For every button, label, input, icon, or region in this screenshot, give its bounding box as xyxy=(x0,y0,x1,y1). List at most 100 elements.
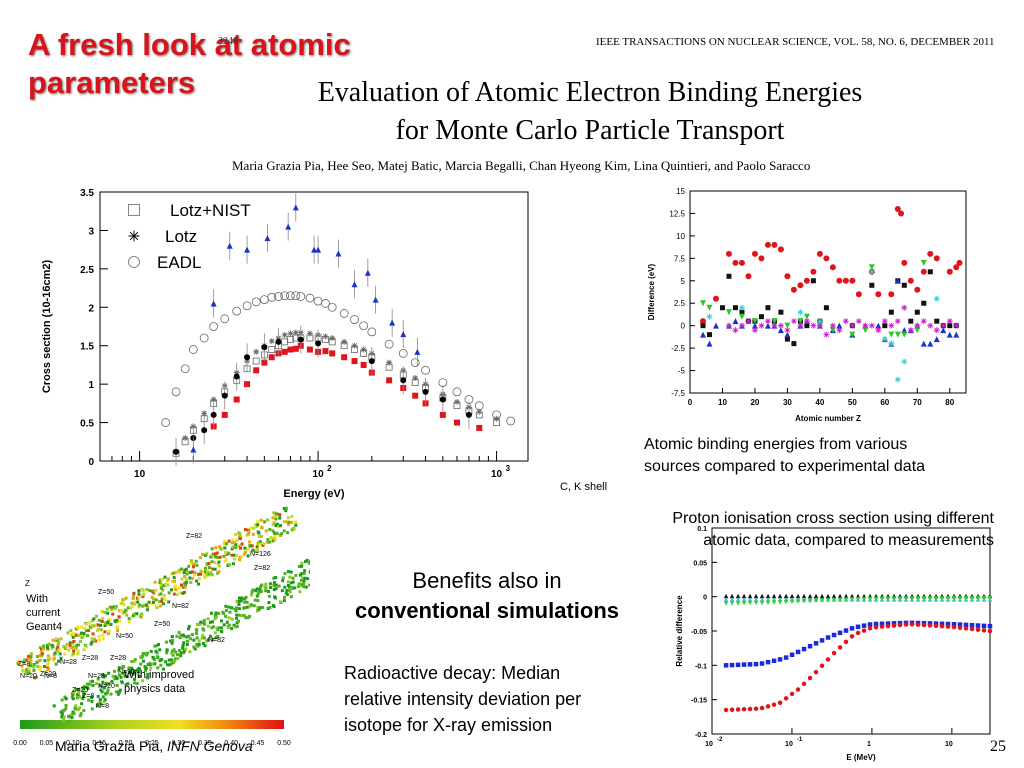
nuclide-cell xyxy=(151,589,155,593)
nuclide-cell xyxy=(300,578,304,582)
nuclide-cell xyxy=(164,582,168,586)
colorbar-tick-label: 0.00 xyxy=(13,740,27,747)
data-point xyxy=(452,387,462,397)
nuclide-cell xyxy=(173,571,177,575)
nuclide-cell xyxy=(137,589,141,593)
y-tick-label: 3.5 xyxy=(80,188,94,199)
nuclide-cell xyxy=(94,614,98,618)
data-point xyxy=(199,333,209,343)
nuclide-cell xyxy=(64,704,68,708)
nuclide-cell xyxy=(246,605,250,609)
data-point xyxy=(765,597,771,602)
nuclide-cell xyxy=(243,600,247,604)
nuclide-cell xyxy=(223,559,227,563)
radioactive-line1: Radioactive decay: Median xyxy=(344,663,561,683)
nuclide-cell xyxy=(238,558,242,562)
data-point xyxy=(836,327,843,334)
nuclide-cell xyxy=(68,719,72,723)
nuclide-cell xyxy=(151,655,155,659)
nuclide-cell xyxy=(220,630,224,634)
data-point xyxy=(898,210,905,217)
nuclide-cell xyxy=(224,614,228,618)
nuclide-cell xyxy=(283,595,287,599)
binding-caption: Atomic binding energies from various sou… xyxy=(644,434,925,478)
nuclide-cell xyxy=(171,653,175,657)
data-point xyxy=(180,364,190,374)
nuclide-cell xyxy=(260,583,264,587)
data-point xyxy=(875,327,882,334)
with-current-line2: current xyxy=(26,607,61,619)
data-point xyxy=(723,593,729,599)
nuclide-cell xyxy=(170,572,174,576)
nuclide-cell xyxy=(247,532,251,536)
nuclide-cell xyxy=(267,594,271,598)
data-point xyxy=(903,596,909,601)
data-point xyxy=(920,268,927,275)
nuclide-cell xyxy=(278,524,282,528)
nuclide-cell xyxy=(165,648,169,652)
nuclide-cell xyxy=(142,593,146,597)
nuclide-cell xyxy=(211,638,215,642)
nuclide-cell xyxy=(273,535,277,539)
data-point xyxy=(829,322,836,329)
nuclide-cell xyxy=(304,560,308,564)
nuclide-cell xyxy=(130,660,134,664)
nuclide-cell xyxy=(284,509,288,513)
benefits-line2: conventional simulations xyxy=(354,598,620,623)
nuclide-cell xyxy=(258,585,262,589)
data-point xyxy=(945,596,951,601)
colorbar-tick-label: 0.05 xyxy=(40,740,54,747)
nuclide-cell xyxy=(101,633,105,637)
proton-caption-line1: Proton ionisation cross section using di… xyxy=(672,510,994,527)
nuclide-cell xyxy=(80,635,84,639)
nuclide-cell xyxy=(146,676,150,680)
data-point xyxy=(251,297,261,307)
nuclide-cell xyxy=(72,649,76,653)
nuclide-cell xyxy=(60,709,64,713)
nuclide-cell xyxy=(124,596,128,600)
nuclide-cell xyxy=(183,574,187,578)
nuclide-cell xyxy=(105,683,109,687)
data-point xyxy=(226,242,233,249)
nuclide-cell xyxy=(165,651,169,655)
nuclide-cell xyxy=(71,652,75,656)
y-tick-label: -0.2 xyxy=(695,732,707,739)
data-point xyxy=(759,705,765,711)
nuclide-cell xyxy=(105,607,109,611)
nuclide-cell xyxy=(257,534,261,538)
nuclide-cell xyxy=(303,576,307,580)
data-point xyxy=(732,318,739,325)
nuclide-cell xyxy=(109,692,113,696)
nuclide-cell xyxy=(240,614,244,618)
data-point xyxy=(946,268,953,275)
data-point xyxy=(296,292,306,301)
radioactive-line3: isotope for X-ray emission xyxy=(344,715,553,735)
data-point xyxy=(957,625,963,631)
nuclide-cell xyxy=(224,558,228,562)
nuclide-cell xyxy=(206,617,210,621)
footer-credit: Maria Grazia Pia, INFN Genova xyxy=(55,738,253,754)
nuclide-cell xyxy=(131,672,135,676)
paper-page-ref: 3248 xyxy=(218,36,238,47)
nuclide-cell xyxy=(262,542,266,546)
nuclide-cell xyxy=(184,567,188,571)
data-point xyxy=(862,322,869,329)
data-point xyxy=(795,593,801,599)
nuclide-cell xyxy=(257,531,261,535)
data-point xyxy=(315,340,322,347)
nuclide-cell xyxy=(47,642,51,646)
data-point xyxy=(810,322,817,329)
paper-authors: Maria Grazia Pia, Hee Seo, Matej Batic, … xyxy=(232,158,811,173)
nuclide-cell xyxy=(234,533,238,537)
nuclide-cell xyxy=(239,534,243,538)
nuclide-cell xyxy=(87,629,91,633)
data-point xyxy=(764,322,771,329)
nuclide-cell xyxy=(179,633,183,637)
data-point xyxy=(264,235,271,242)
nuclide-cell xyxy=(291,580,295,584)
data-point xyxy=(939,621,945,627)
nuclide-cell xyxy=(246,554,250,558)
data-point xyxy=(771,593,777,599)
data-point xyxy=(188,345,198,354)
data-point xyxy=(843,639,849,645)
